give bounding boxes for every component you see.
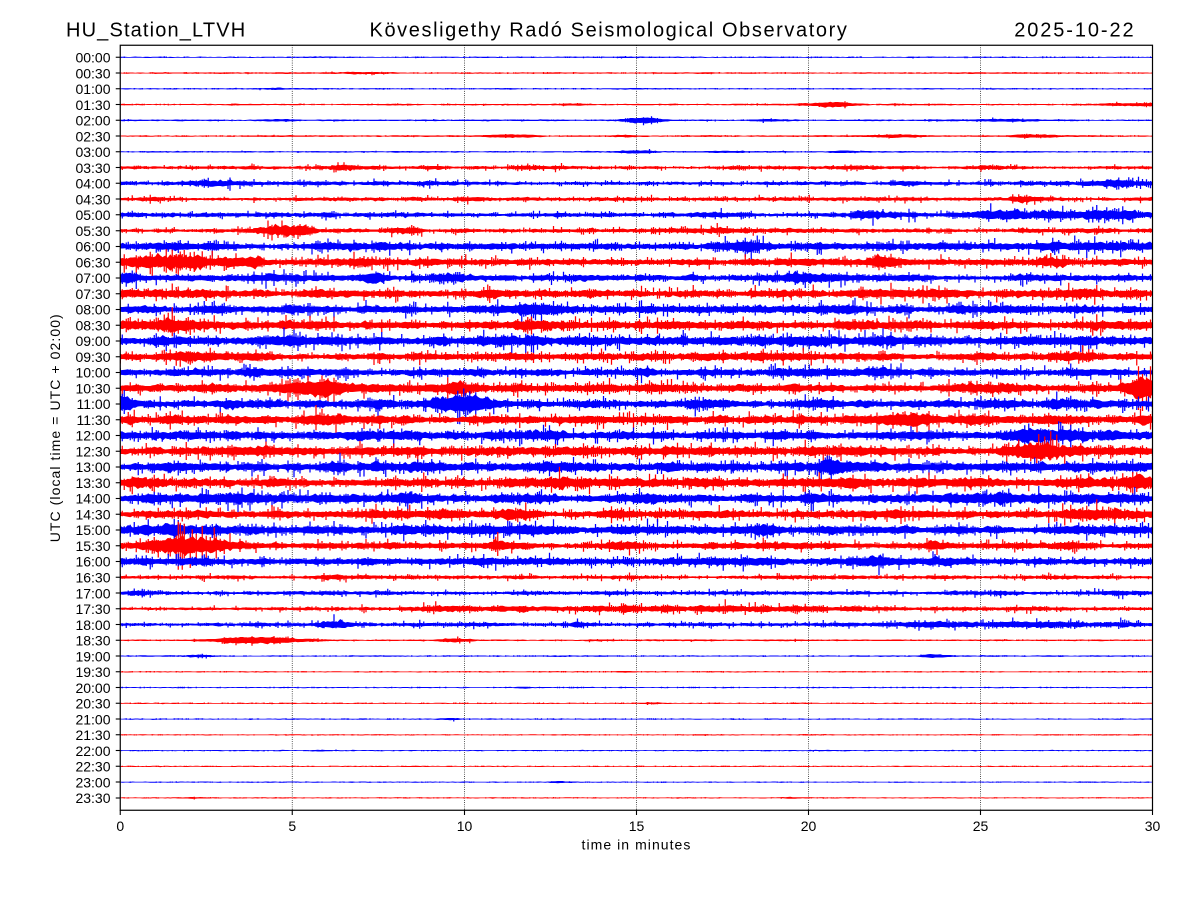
svg-text:15:00: 15:00	[75, 522, 110, 538]
svg-text:04:00: 04:00	[75, 176, 110, 192]
svg-text:15: 15	[629, 818, 645, 834]
svg-text:09:00: 09:00	[75, 333, 110, 349]
svg-text:20: 20	[801, 818, 817, 834]
svg-text:Kövesligethy Radó Seismologica: Kövesligethy Radó Seismological Observat…	[370, 20, 849, 42]
svg-text:19:00: 19:00	[75, 648, 110, 664]
svg-text:05:00: 05:00	[75, 207, 110, 223]
svg-text:13:00: 13:00	[75, 459, 110, 475]
svg-text:20:00: 20:00	[75, 680, 110, 696]
svg-text:10: 10	[457, 818, 473, 834]
svg-text:14:30: 14:30	[75, 506, 110, 522]
svg-text:5: 5	[288, 818, 296, 834]
svg-text:UTC (local time = UTC + 02:00): UTC (local time = UTC + 02:00)	[47, 313, 63, 542]
svg-text:16:00: 16:00	[75, 554, 110, 570]
svg-text:10:30: 10:30	[75, 380, 110, 396]
svg-text:11:30: 11:30	[77, 412, 111, 428]
svg-text:15:30: 15:30	[75, 538, 110, 554]
svg-text:21:30: 21:30	[75, 727, 110, 743]
svg-text:23:30: 23:30	[75, 790, 110, 806]
svg-text:18:30: 18:30	[75, 633, 110, 649]
svg-text:25: 25	[973, 818, 989, 834]
svg-text:08:30: 08:30	[75, 317, 110, 333]
svg-text:02:00: 02:00	[75, 113, 110, 129]
svg-text:09:30: 09:30	[75, 349, 110, 365]
svg-text:12:30: 12:30	[75, 443, 110, 459]
svg-text:05:30: 05:30	[75, 223, 110, 239]
svg-text:20:30: 20:30	[75, 696, 110, 712]
svg-text:00:00: 00:00	[75, 50, 110, 66]
svg-text:16:30: 16:30	[75, 570, 110, 586]
svg-text:19:30: 19:30	[75, 664, 110, 680]
svg-text:22:30: 22:30	[75, 759, 110, 775]
svg-text:13:30: 13:30	[75, 475, 110, 491]
svg-text:10:00: 10:00	[75, 365, 110, 381]
svg-text:02:30: 02:30	[75, 128, 110, 144]
svg-text:03:00: 03:00	[75, 144, 110, 160]
svg-text:07:30: 07:30	[75, 286, 110, 302]
svg-text:06:30: 06:30	[75, 254, 110, 270]
svg-text:03:30: 03:30	[75, 160, 110, 176]
svg-text:00:30: 00:30	[75, 65, 110, 81]
svg-text:07:00: 07:00	[75, 270, 110, 286]
svg-text:01:00: 01:00	[75, 81, 110, 97]
svg-text:22:00: 22:00	[75, 743, 110, 759]
svg-text:11:00: 11:00	[77, 396, 111, 412]
svg-text:08:00: 08:00	[75, 302, 110, 318]
svg-text:23:00: 23:00	[75, 774, 110, 790]
svg-text:2025-10-22: 2025-10-22	[1014, 20, 1135, 42]
svg-text:18:00: 18:00	[75, 617, 110, 633]
svg-text:time in minutes: time in minutes	[582, 836, 692, 852]
svg-text:30: 30	[1145, 818, 1161, 834]
svg-text:0: 0	[116, 818, 124, 834]
svg-text:04:30: 04:30	[75, 191, 110, 207]
svg-text:17:00: 17:00	[75, 585, 110, 601]
svg-text:21:00: 21:00	[75, 711, 110, 727]
svg-text:17:30: 17:30	[75, 601, 110, 617]
svg-text:14:00: 14:00	[75, 491, 110, 507]
svg-text:01:30: 01:30	[75, 97, 110, 113]
svg-text:06:00: 06:00	[75, 239, 110, 255]
svg-text:12:00: 12:00	[75, 428, 110, 444]
svg-text:HU_Station_LTVH: HU_Station_LTVH	[66, 20, 246, 42]
